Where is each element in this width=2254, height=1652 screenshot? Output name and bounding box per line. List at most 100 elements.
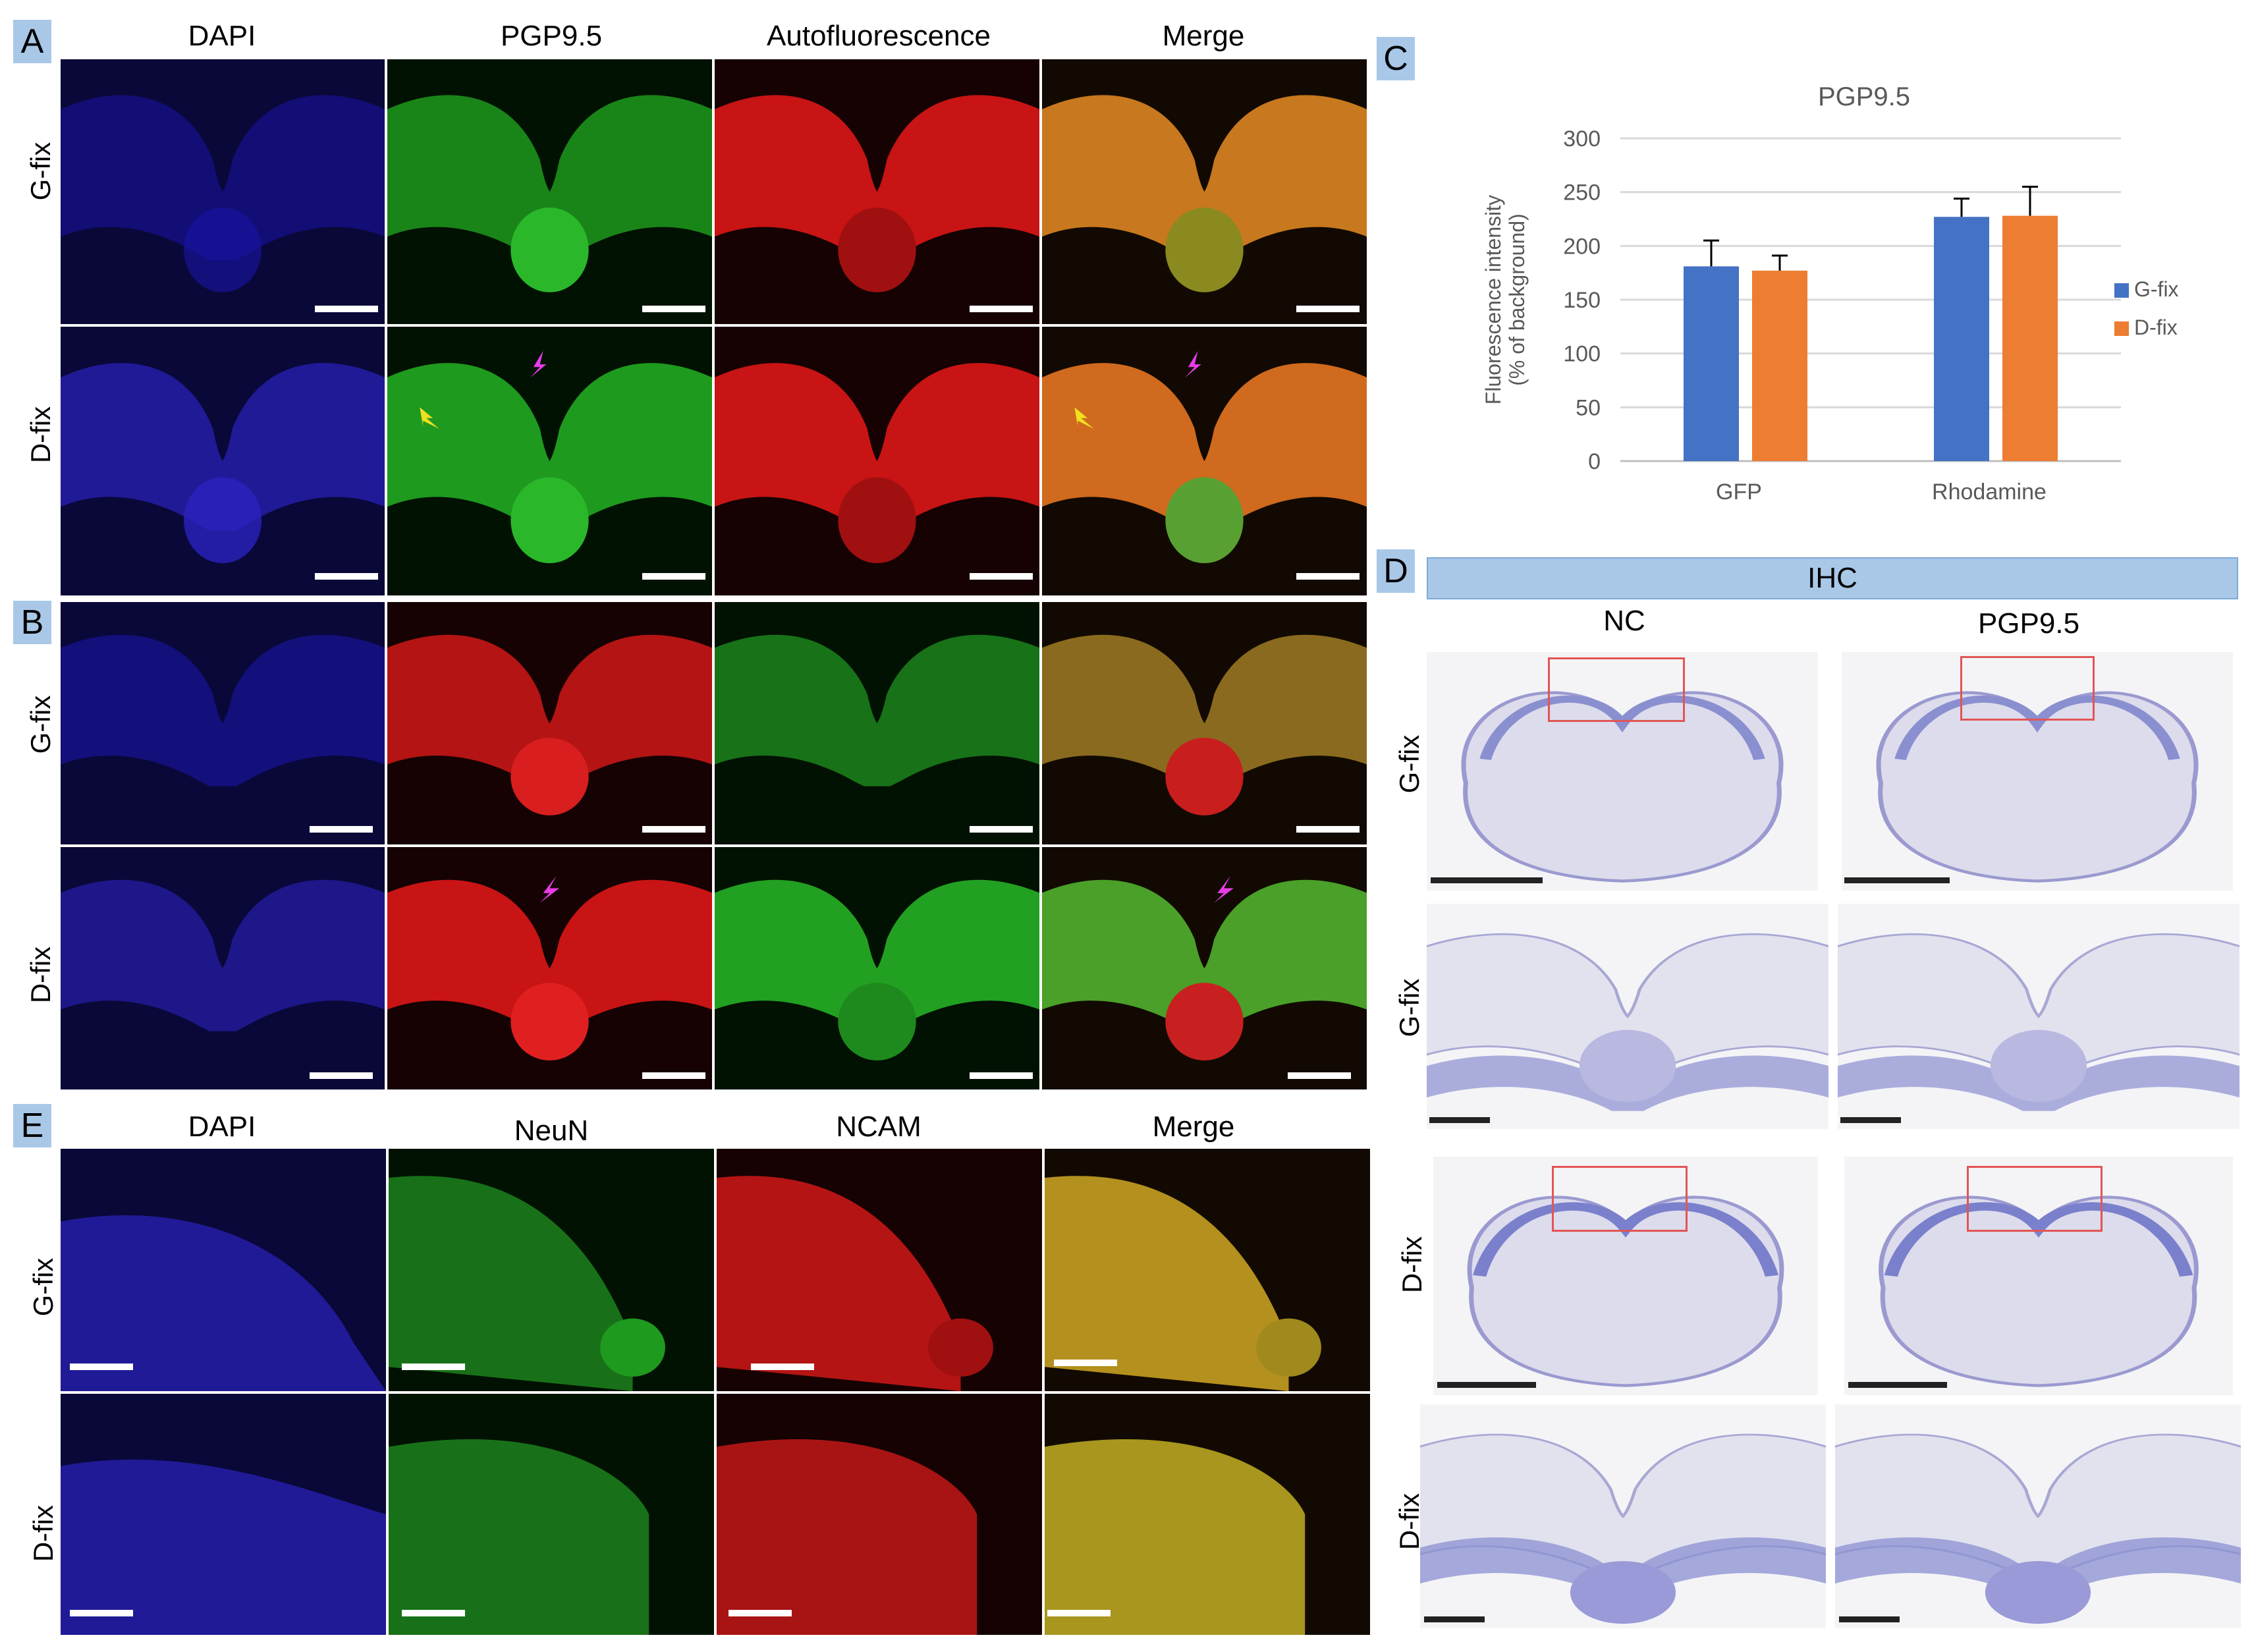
y-tick-label: 100 — [1563, 342, 1601, 367]
x-category-label: Rhodamine — [1932, 480, 2047, 505]
region-of-interest-box — [1552, 1166, 1688, 1232]
panel-label-d: D — [1377, 549, 1415, 593]
column-header-pgp95: PGP9.5 — [500, 20, 603, 52]
y-tick-label: 200 — [1563, 234, 1601, 259]
scale-bar — [70, 1363, 133, 1370]
micrograph-e-dfix-neun — [387, 1392, 715, 1636]
scale-bar — [1047, 1610, 1111, 1616]
scale-bar — [402, 1363, 465, 1370]
micrograph-a-gfix-pgp95 — [386, 58, 713, 325]
micrograph-e-gfix-dapi — [59, 1147, 387, 1392]
panel-label-b: B — [13, 601, 51, 644]
row-label-g-fix: G-fix — [1394, 978, 1425, 1037]
magenta-arrow-icon — [530, 350, 547, 378]
y-tick-label: 250 — [1563, 180, 1601, 206]
bar-g-fix — [1934, 217, 1989, 461]
scale-bar — [642, 1072, 705, 1079]
panel-label-a: A — [13, 20, 51, 63]
magenta-arrow-icon — [1214, 876, 1234, 903]
scale-bar — [970, 826, 1033, 833]
panel-label-c: C — [1377, 37, 1415, 80]
column-header-pgp95: PGP9.5 — [1977, 607, 2080, 640]
ihc-dfix-nc-zoom — [1420, 1404, 1826, 1628]
micrograph-a-gfix-dapi — [59, 58, 386, 325]
scale-bar — [1288, 1072, 1351, 1079]
micrograph-a-dfix-merge — [1041, 325, 1368, 597]
row-label-g-fix: G-fix — [28, 1257, 59, 1317]
scale-bar — [315, 306, 378, 312]
column-header-neun: NeuN — [514, 1115, 589, 1147]
y-axis-label: Fluorescence intensity — [1481, 195, 1505, 404]
scale-bar — [751, 1363, 814, 1370]
column-header-nc: NC — [1603, 605, 1645, 637]
row-label-d-fix: D-fix — [25, 406, 56, 464]
micrograph-b-dfix-dapi — [59, 846, 386, 1091]
scale-bar — [310, 1072, 373, 1079]
region-of-interest-box — [1967, 1166, 2103, 1232]
micrograph-a-gfix-autofluorescence — [713, 58, 1041, 325]
row-label-g-fix: G-fix — [1394, 734, 1425, 794]
y-tick-label: 0 — [1588, 449, 1601, 474]
y-tick-label: 50 — [1576, 395, 1601, 420]
micrograph-e-gfix-merge — [1043, 1147, 1371, 1392]
legend-swatch — [2114, 283, 2129, 298]
ihc-gfix-nc-zoom — [1427, 904, 1828, 1129]
yellow-arrow-icon — [1074, 407, 1094, 429]
scale-bar — [970, 306, 1033, 312]
scale-bar — [1296, 573, 1360, 580]
ihc-gfix-pgp95-overview — [1842, 652, 2233, 891]
micrograph-e-dfix-ncam — [715, 1392, 1043, 1636]
column-header-merge: Merge — [1162, 20, 1245, 52]
scale-bar — [1437, 1382, 1536, 1388]
magenta-arrow-icon — [539, 876, 560, 903]
scale-bar — [70, 1610, 133, 1616]
micrograph-a-gfix-merge — [1041, 58, 1368, 325]
scale-bar — [315, 573, 378, 580]
column-header-dapi: DAPI — [188, 20, 256, 52]
micrograph-e-dfix-dapi — [59, 1392, 387, 1636]
row-label-g-fix: G-fix — [25, 142, 56, 201]
magenta-arrow-icon — [1184, 350, 1201, 378]
row-label-d-fix: D-fix — [1396, 1236, 1427, 1294]
micrograph-b-dfix-pgp95 — [386, 846, 713, 1091]
legend-swatch — [2114, 321, 2129, 336]
micrograph-b-gfix-autofluorescence — [713, 601, 1041, 846]
ihc-gfix-nc-overview — [1427, 652, 1818, 891]
ihc-dfix-pgp95-overview — [1844, 1157, 2233, 1395]
micrograph-a-dfix-autofluorescence — [713, 325, 1041, 597]
scale-bar — [1054, 1360, 1117, 1366]
ihc-gfix-pgp95-zoom — [1838, 904, 2240, 1129]
micrograph-b-dfix-merge — [1041, 846, 1368, 1091]
region-of-interest-box — [1548, 657, 1685, 722]
scale-bar — [642, 826, 705, 833]
scale-bar — [1844, 877, 1950, 883]
row-label-d-fix: D-fix — [28, 1504, 59, 1562]
row-label-g-fix: G-fix — [25, 695, 56, 754]
bar-d-fix — [2002, 215, 2058, 461]
scale-bar — [1429, 1117, 1490, 1123]
scale-bar — [1848, 1382, 1947, 1388]
micrograph-b-dfix-autofluorescence — [713, 846, 1041, 1091]
micrograph-a-dfix-pgp95 — [386, 325, 713, 597]
x-category-label: GFP — [1716, 480, 1762, 505]
micrograph-b-gfix-dapi — [59, 601, 386, 846]
scale-bar — [1424, 1616, 1485, 1622]
scale-bar — [642, 306, 705, 312]
y-axis-label-line2: (% of background) — [1505, 213, 1529, 385]
column-header-merge: Merge — [1152, 1111, 1235, 1143]
scale-bar — [728, 1610, 792, 1616]
bar-chart: PGP9.5 0 50 100 150 200 250 300 Fluorescence int… — [1481, 82, 2179, 505]
column-header-ncam: NCAM — [836, 1111, 921, 1143]
micrograph-e-dfix-merge — [1043, 1392, 1371, 1636]
row-label-d-fix: D-fix — [25, 946, 56, 1004]
column-header-dapi: DAPI — [188, 1111, 256, 1143]
scale-bar — [1840, 1117, 1901, 1123]
legend-label: G-fix — [2134, 277, 2179, 301]
legend-label: D-fix — [2134, 316, 2178, 339]
micrograph-a-dfix-dapi — [59, 325, 386, 597]
ihc-banner: IHC — [1427, 557, 2238, 599]
column-header-autofluorescence: Autofluorescence — [767, 20, 991, 52]
micrograph-e-gfix-neun — [387, 1147, 715, 1392]
panel-label-e: E — [13, 1104, 51, 1147]
scale-bar — [1296, 826, 1360, 833]
